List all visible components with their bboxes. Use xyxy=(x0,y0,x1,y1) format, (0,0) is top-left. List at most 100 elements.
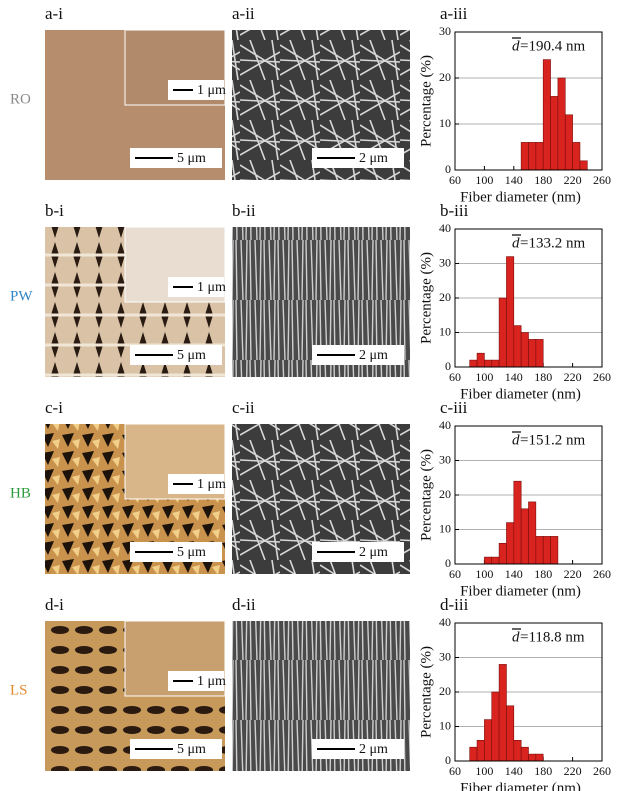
x-tick-label: 180 xyxy=(534,567,552,581)
histogram-bar xyxy=(521,142,528,170)
histogram-bar xyxy=(514,326,521,367)
x-tick-label: 60 xyxy=(449,370,461,384)
histogram-bar xyxy=(506,706,513,761)
x-axis-title: Fiber diameter (nm) xyxy=(460,386,581,402)
histogram-bar xyxy=(551,96,558,170)
y-tick-label: 20 xyxy=(439,487,451,501)
x-tick-label: 140 xyxy=(505,173,523,187)
histogram-bar xyxy=(521,747,528,761)
panel-label: a-i xyxy=(45,4,63,23)
panel-label: d-iii xyxy=(440,595,469,614)
y-tick-label: 30 xyxy=(439,255,451,269)
x-axis-title: Fiber diameter (nm) xyxy=(460,780,581,791)
scale-bar-label: 2 μm xyxy=(359,742,388,757)
row-label: RO xyxy=(10,91,31,107)
panel-label: c-i xyxy=(45,398,63,417)
panel-label: b-i xyxy=(45,201,64,220)
histogram-bar xyxy=(558,78,565,170)
x-tick-label: 180 xyxy=(534,764,552,778)
histogram-bar xyxy=(529,339,536,367)
histogram-bar xyxy=(536,754,543,761)
annotation-text: =118.8 nm xyxy=(520,629,585,645)
annotation-symbol: d xyxy=(512,629,520,645)
histogram-bar xyxy=(551,536,558,564)
x-tick-label: 60 xyxy=(449,567,461,581)
panel-label: a-ii xyxy=(232,4,255,23)
scale-bar-label: 1 μm xyxy=(197,674,226,689)
x-tick-label: 140 xyxy=(505,764,523,778)
histogram-bar xyxy=(477,740,484,761)
histogram-bar xyxy=(521,509,528,564)
x-tick-label: 100 xyxy=(475,567,493,581)
panel-label: b-iii xyxy=(440,201,469,220)
histogram-bar xyxy=(499,298,506,367)
histogram-bar xyxy=(529,754,536,761)
y-tick-label: 10 xyxy=(439,324,451,338)
scale-bar-label: 2 μm xyxy=(359,151,388,166)
y-tick-label: 20 xyxy=(439,684,451,698)
row-label: PW xyxy=(10,288,33,304)
x-tick-label: 140 xyxy=(505,370,523,384)
histogram-bar xyxy=(492,692,499,761)
scale-bar-label: 1 μm xyxy=(197,83,226,98)
scale-bar-label: 5 μm xyxy=(177,151,206,166)
x-tick-label: 60 xyxy=(449,764,461,778)
panel-label: d-ii xyxy=(232,595,256,614)
panel-label: c-ii xyxy=(232,398,255,417)
histogram-bar xyxy=(514,481,521,564)
histogram-bar xyxy=(484,720,491,761)
scale-bar-label: 5 μm xyxy=(177,348,206,363)
y-tick-label: 10 xyxy=(439,521,451,535)
x-tick-label: 220 xyxy=(564,764,582,778)
figure: ROa-ia-ii1 μm5 μm2 μmPWb-ib-ii1 μm5 μm2 … xyxy=(0,0,627,791)
x-tick-label: 220 xyxy=(564,173,582,187)
histogram-bar xyxy=(529,142,536,170)
annotation-text: =151.2 nm xyxy=(520,432,585,448)
histogram-bar xyxy=(536,142,543,170)
annotation-symbol: d xyxy=(512,235,520,251)
x-tick-label: 180 xyxy=(534,370,552,384)
x-tick-label: 60 xyxy=(449,173,461,187)
row-label: HB xyxy=(10,485,31,501)
histogram-bar xyxy=(514,740,521,761)
y-tick-label: 10 xyxy=(439,116,451,130)
x-tick-label: 260 xyxy=(593,173,611,187)
scale-bar-label: 2 μm xyxy=(359,545,388,560)
y-tick-label: 10 xyxy=(439,718,451,732)
histogram-bar xyxy=(573,142,580,170)
histogram-bar xyxy=(484,557,491,564)
histogram-bar xyxy=(506,257,513,367)
histogram-bar xyxy=(492,557,499,564)
y-axis-title: Percentage (%) xyxy=(418,252,434,344)
histogram-bar xyxy=(499,543,506,564)
histogram-bar xyxy=(492,360,499,367)
histogram-bar xyxy=(499,664,506,761)
y-tick-label: 40 xyxy=(439,615,451,629)
y-tick-label: 30 xyxy=(439,24,451,38)
y-tick-label: 40 xyxy=(439,418,451,432)
scale-bar-label: 1 μm xyxy=(197,477,226,492)
x-tick-label: 140 xyxy=(505,567,523,581)
histogram-bar xyxy=(543,60,550,170)
x-tick-label: 220 xyxy=(564,567,582,581)
scale-bar-label: 1 μm xyxy=(197,280,226,295)
x-tick-label: 100 xyxy=(475,370,493,384)
histogram-bar xyxy=(580,161,587,170)
scale-bar-label: 2 μm xyxy=(359,348,388,363)
x-tick-label: 100 xyxy=(475,173,493,187)
histogram-bar xyxy=(543,536,550,564)
row-label: LS xyxy=(10,682,28,698)
annotation-symbol: d xyxy=(512,432,520,448)
y-tick-label: 30 xyxy=(439,649,451,663)
histogram-bar xyxy=(477,353,484,367)
panel-label: c-iii xyxy=(440,398,468,417)
y-axis-title: Percentage (%) xyxy=(418,449,434,541)
histogram-bar xyxy=(506,523,513,564)
histogram-bar xyxy=(536,339,543,367)
histogram-bar xyxy=(521,333,528,368)
scale-bar-label: 5 μm xyxy=(177,742,206,757)
x-tick-label: 100 xyxy=(475,764,493,778)
annotation-symbol: d xyxy=(512,38,520,54)
histogram-bar xyxy=(536,536,543,564)
x-tick-label: 180 xyxy=(534,173,552,187)
